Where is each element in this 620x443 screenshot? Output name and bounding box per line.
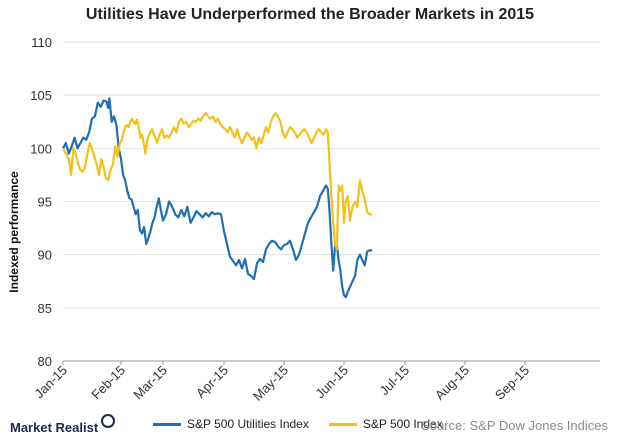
series-line-utilities — [62, 97, 373, 299]
y-tick-label: 90 — [38, 248, 52, 263]
legend-swatch-sp500 — [328, 422, 357, 426]
legend-label-utilities: S&P 500 Utilities Index — [187, 417, 309, 431]
x-tick-label: Mar-15 — [130, 363, 170, 403]
x-tick-label: May-15 — [250, 363, 291, 404]
y-tick-label: 100 — [30, 141, 52, 156]
y-tick-label: 105 — [30, 88, 52, 103]
magnifier-icon — [101, 414, 116, 428]
y-tick-label: 95 — [38, 195, 52, 210]
y-tick-label: 110 — [31, 35, 52, 50]
chart-title: Utilities Have Underperformed the Broade… — [85, 6, 535, 23]
y-axis-ticks: 80 85 90 95 100 105 110 — [30, 35, 52, 369]
legend-item-sp500: S&P 500 Index — [328, 417, 443, 431]
x-tick-label: Aug-15 — [432, 363, 472, 403]
x-axis-ticks: Jan-15 Feb-15 Mar-15 Apr-15 May-15 Jun-15 Jul-… — [31, 361, 532, 404]
x-tick-label: Jun-15 — [312, 363, 351, 402]
source-note: Source: S&P Dow Jones Indices — [421, 418, 608, 433]
y-axis-label: Indexed performance — [7, 171, 21, 293]
legend-swatch-utilities — [153, 422, 181, 426]
legend-label-sp500: S&P 500 Index — [362, 417, 443, 431]
brand-name: Market Realist — [10, 420, 99, 435]
x-tick-label: Jul-15 — [376, 363, 412, 399]
chart-series — [62, 97, 373, 299]
x-tick-label: Apr-15 — [193, 363, 231, 401]
y-tick-label: 85 — [38, 301, 52, 316]
y-tick-label: 80 — [38, 354, 52, 369]
chart-legend: S&P 500 Utilities Index S&P 500 Index — [153, 417, 463, 431]
x-tick-label: Feb-15 — [88, 363, 128, 403]
series-line-sp500 — [62, 112, 373, 251]
legend-item-utilities: S&P 500 Utilities Index — [153, 417, 309, 431]
brand-logo: Market Realist — [10, 414, 116, 435]
x-tick-label: Sep-15 — [492, 363, 532, 403]
